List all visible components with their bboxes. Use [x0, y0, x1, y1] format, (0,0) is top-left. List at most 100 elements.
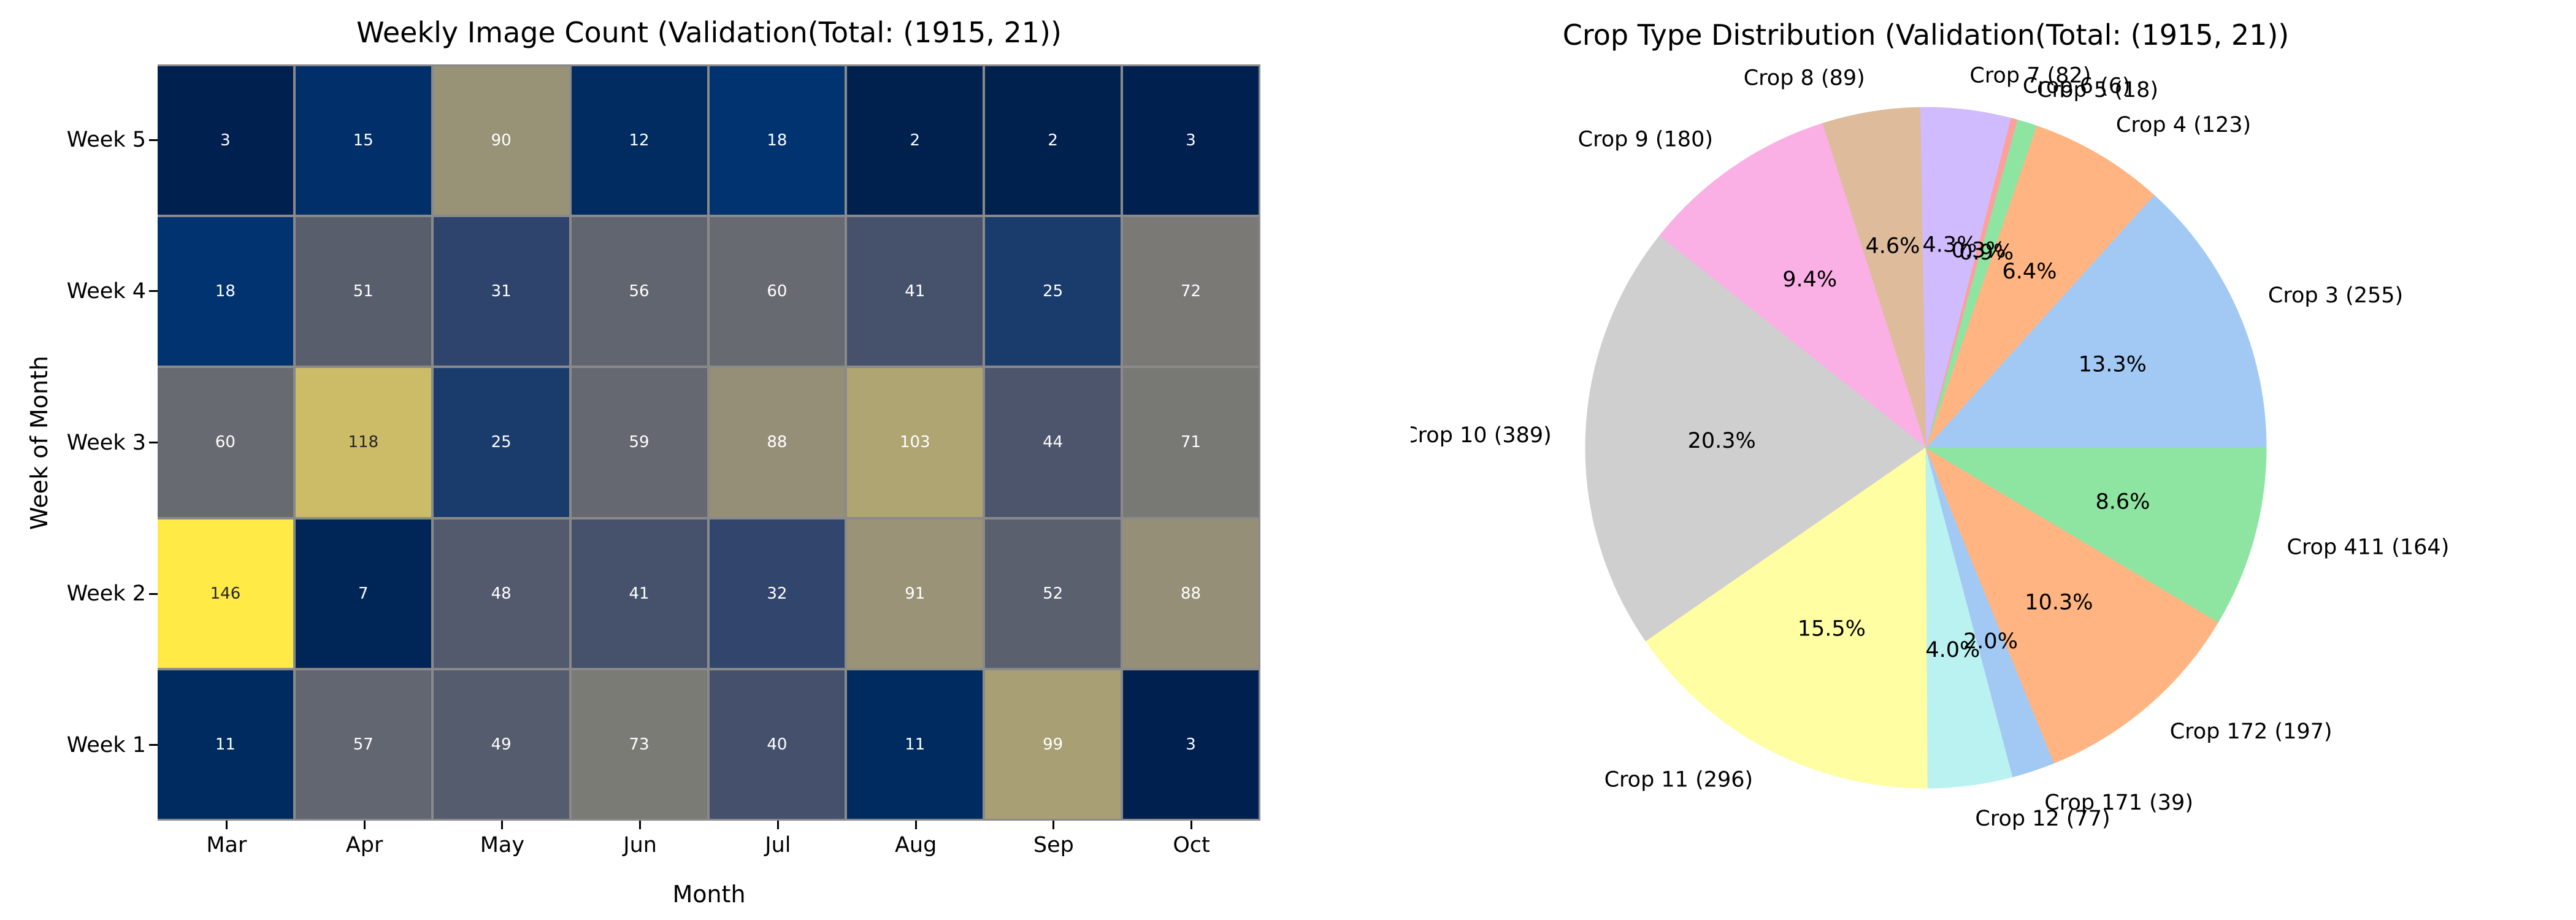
x-tick-mark	[1190, 821, 1193, 829]
heatmap-cell-value: 31	[491, 282, 512, 301]
heatmap-cell-value: 60	[215, 433, 236, 452]
heatmap-cell-value: 88	[767, 433, 788, 452]
pie-slice	[1925, 125, 2155, 448]
heatmap-cell: 103	[847, 368, 983, 517]
x-tick-label: Oct	[1173, 833, 1210, 857]
pie-slice-label: Crop 7 (82)	[1969, 64, 2091, 88]
x-tick-label: May	[480, 833, 525, 857]
x-tick-mark	[225, 821, 228, 829]
pie-percent-label: 4.0%	[1925, 638, 1980, 662]
heatmap-cell-value: 7	[358, 584, 369, 603]
pie-slice	[1925, 194, 2267, 448]
pie-percent-label: 2.0%	[1963, 629, 2018, 654]
heatmap-cell-value: 51	[353, 282, 374, 301]
heatmap-cell: 44	[985, 368, 1121, 517]
pie-percent-label: 4.6%	[1865, 234, 1920, 258]
heatmap-cell: 72	[1123, 217, 1259, 366]
x-tick-mark	[639, 821, 642, 829]
heatmap-cell: 11	[847, 670, 983, 819]
heatmap-cell: 11	[158, 670, 293, 819]
heatmap-cell: 91	[847, 519, 983, 668]
heatmap-cell: 59	[571, 368, 707, 517]
heatmap-cell: 90	[433, 66, 569, 215]
heatmap-cell-value: 90	[491, 131, 512, 150]
heatmap-cell: 7	[295, 519, 431, 668]
y-tick-label: Week 2	[66, 581, 146, 607]
heatmap-cell: 146	[158, 519, 293, 668]
pie-slice-label: Crop 411 (164)	[2287, 535, 2450, 559]
pie-slice-label: Crop 171 (39)	[2044, 791, 2193, 815]
heatmap-cell: 88	[1123, 519, 1259, 668]
heatmap-cell-value: 25	[1043, 282, 1064, 301]
x-tick-mark	[1052, 821, 1055, 829]
y-tick-mark	[149, 744, 158, 746]
heatmap-cell: 41	[571, 519, 707, 668]
heatmap-cell-value: 88	[1181, 584, 1202, 603]
heatmap-cell: 51	[295, 217, 431, 366]
pie-slice-label: Crop 6 (6)	[2023, 74, 2131, 98]
pie-percent-label: 20.3%	[1688, 429, 1756, 453]
heatmap-x-axis-label: Month	[672, 881, 746, 908]
heatmap-cell-value: 103	[899, 433, 930, 452]
heatmap-cell: 15	[295, 66, 431, 215]
heatmap-cell-value: 118	[348, 433, 379, 452]
pie-percent-label: 6.4%	[2003, 259, 2057, 284]
heatmap-cell: 71	[1123, 368, 1259, 517]
heatmap-cell: 40	[709, 670, 845, 819]
heatmap: 3 15 90 12 18 2 2 3 18 51 31 56 60 41 25 72 60 118 25 59 88 1…	[158, 64, 1260, 821]
heatmap-y-axis-label: Week of Month	[26, 356, 53, 530]
pie-percent-label: 15.5%	[1798, 616, 1866, 641]
heatmap-cell: 88	[709, 368, 845, 517]
heatmap-cell-value: 57	[353, 735, 374, 754]
heatmap-cell-value: 49	[491, 735, 512, 754]
heatmap-cell-value: 32	[767, 584, 788, 603]
heatmap-cell-value: 11	[215, 735, 236, 754]
y-tick-label: Week 1	[66, 732, 146, 757]
heatmap-title: Weekly Image Count (Validation(Total: (1…	[356, 16, 1062, 49]
x-tick-label: Apr	[345, 833, 383, 857]
heatmap-cell-value: 71	[1181, 433, 1202, 452]
y-tick-mark	[149, 592, 158, 595]
pie-slice-label: Crop 10 (389)	[1411, 423, 1552, 448]
heatmap-cell-value: 59	[629, 433, 650, 452]
pie-slice	[1925, 447, 2219, 764]
y-tick-mark	[149, 290, 158, 293]
pie-chart-title: Crop Type Distribution (Validation(Total…	[1562, 18, 2290, 52]
heatmap-cell-value: 91	[905, 584, 926, 603]
heatmap-cell-value: 15	[353, 131, 374, 150]
pie-slice-label: Crop 172 (197)	[2170, 719, 2333, 744]
y-tick-mark	[149, 139, 158, 141]
heatmap-cell-value: 3	[1186, 131, 1196, 150]
heatmap-cell: 25	[433, 368, 569, 517]
x-tick-mark	[363, 821, 366, 829]
heatmap-cell: 99	[985, 670, 1121, 819]
pie-slice-label: Crop 12 (77)	[1975, 807, 2110, 831]
heatmap-cell: 2	[847, 66, 983, 215]
pie-percent-label: 13.3%	[2079, 353, 2147, 377]
heatmap-cell: 31	[433, 217, 569, 366]
heatmap-cell-value: 72	[1181, 282, 1202, 301]
x-tick-mark	[914, 821, 917, 829]
heatmap-cell-value: 48	[491, 584, 512, 603]
heatmap-cell-value: 60	[767, 282, 788, 301]
pie-slice	[1822, 107, 1926, 448]
heatmap-cell-value: 12	[629, 131, 650, 150]
pie-slice-label: Crop 9 (180)	[1578, 128, 1713, 152]
heatmap-cell-value: 40	[767, 735, 788, 754]
heatmap-cell: 2	[985, 66, 1121, 215]
heatmap-cell-value: 3	[1186, 735, 1196, 754]
heatmap-cell: 3	[158, 66, 293, 215]
heatmap-cell: 18	[158, 217, 293, 366]
heatmap-cell-value: 41	[905, 282, 926, 301]
x-tick-label: Mar	[206, 833, 247, 857]
y-tick-label: Week 3	[66, 430, 146, 455]
pie-slice-label: Crop 5 (18)	[2037, 78, 2158, 102]
heatmap-cell: 25	[985, 217, 1121, 366]
heatmap-cell-value: 2	[910, 131, 921, 150]
heatmap-cell-value: 3	[220, 131, 231, 150]
heatmap-cell: 52	[985, 519, 1121, 668]
pie-percent-label: 0.3%	[1952, 238, 2006, 263]
heatmap-cell-value: 99	[1043, 735, 1064, 754]
heatmap-cell: 118	[295, 368, 431, 517]
